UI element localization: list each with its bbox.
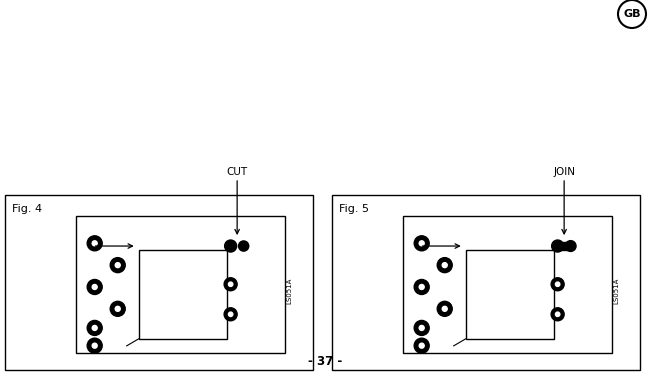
Text: LS051A: LS051A <box>614 278 619 304</box>
Circle shape <box>115 263 120 268</box>
Circle shape <box>556 282 560 287</box>
Bar <box>76 216 285 353</box>
Circle shape <box>87 279 102 294</box>
Text: GB: GB <box>623 9 641 19</box>
Text: Fig. 5: Fig. 5 <box>339 204 369 214</box>
Circle shape <box>224 308 237 321</box>
Circle shape <box>111 258 125 273</box>
Circle shape <box>442 306 447 311</box>
Circle shape <box>228 312 233 316</box>
Circle shape <box>225 240 237 252</box>
Circle shape <box>228 282 233 287</box>
Circle shape <box>419 285 424 290</box>
Circle shape <box>442 263 447 268</box>
Bar <box>138 250 227 339</box>
Bar <box>403 216 612 353</box>
Text: CUT: CUT <box>227 167 248 177</box>
Circle shape <box>87 321 102 335</box>
Circle shape <box>618 0 646 28</box>
Circle shape <box>437 258 452 273</box>
Bar <box>5 195 313 370</box>
Circle shape <box>414 338 429 353</box>
Circle shape <box>92 343 98 348</box>
Circle shape <box>92 285 98 290</box>
Circle shape <box>414 321 429 335</box>
Circle shape <box>566 241 576 251</box>
Circle shape <box>556 312 560 316</box>
Circle shape <box>92 241 98 246</box>
Circle shape <box>551 308 564 321</box>
Circle shape <box>115 306 120 311</box>
Circle shape <box>419 241 424 246</box>
Text: LS051A: LS051A <box>286 278 292 304</box>
Circle shape <box>419 343 424 348</box>
Bar <box>332 195 640 370</box>
Circle shape <box>92 325 98 330</box>
Circle shape <box>414 279 429 294</box>
Bar <box>465 250 554 339</box>
Circle shape <box>87 338 102 353</box>
Text: JOIN: JOIN <box>553 167 575 177</box>
Circle shape <box>224 278 237 291</box>
Circle shape <box>419 325 424 330</box>
Circle shape <box>239 241 249 251</box>
Circle shape <box>87 236 102 251</box>
Circle shape <box>552 240 564 252</box>
Circle shape <box>111 301 125 316</box>
Text: - 37 -: - 37 - <box>308 355 342 368</box>
Bar <box>558 242 571 249</box>
Circle shape <box>551 278 564 291</box>
Text: Fig. 4: Fig. 4 <box>12 204 42 214</box>
Circle shape <box>437 301 452 316</box>
Circle shape <box>414 236 429 251</box>
